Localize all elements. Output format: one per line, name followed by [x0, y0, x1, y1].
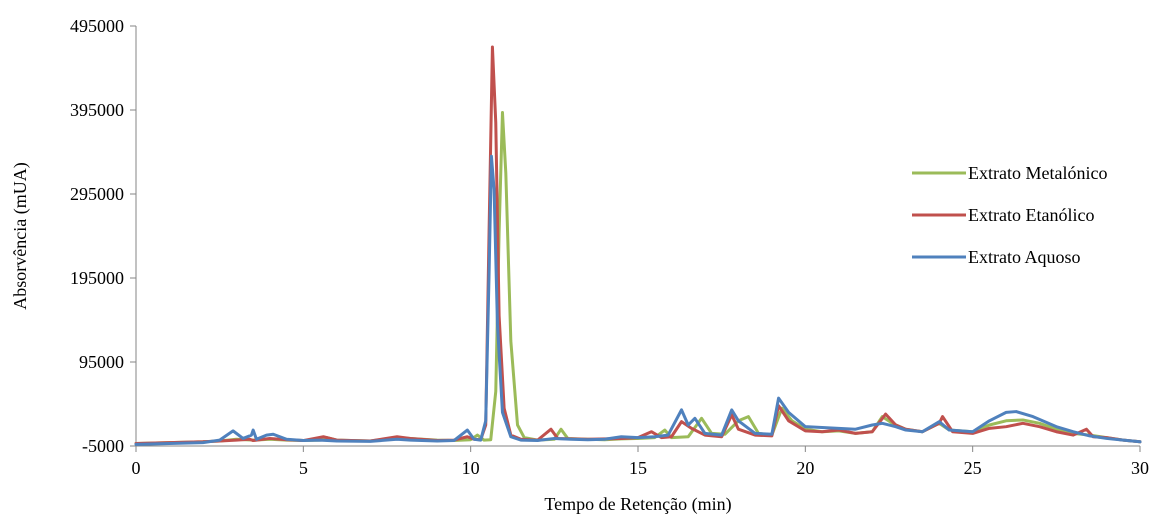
- series-lines: [134, 45, 1142, 446]
- y-tick-label: -5000: [82, 436, 124, 456]
- x-tick-label: 10: [462, 458, 480, 478]
- x-tick-label: 30: [1131, 458, 1149, 478]
- y-tick-label: 395000: [70, 100, 124, 120]
- y-tick-label: 95000: [79, 352, 124, 372]
- y-axis-title: Absorvência (mUA): [10, 162, 31, 309]
- y-tick-label: 295000: [70, 184, 124, 204]
- x-axis-title: Tempo de Retenção (min): [544, 494, 731, 515]
- legend-label: Extrato Metalónico: [968, 163, 1107, 183]
- y-tick-label: 195000: [70, 268, 124, 288]
- x-tick-label: 0: [132, 458, 141, 478]
- legend: Extrato Metalónico Extrato Etanólico Extra…: [912, 163, 1107, 267]
- x-tick-label: 15: [629, 458, 647, 478]
- y-tick-label: 495000: [70, 16, 124, 36]
- series-line-3: [134, 154, 1142, 446]
- legend-label: Extrato Etanólico: [968, 205, 1094, 225]
- x-tick-label: 20: [796, 458, 814, 478]
- legend-label: Extrato Aquoso: [968, 247, 1081, 267]
- series-line-2: [134, 45, 1142, 445]
- x-tick-label: 5: [299, 458, 308, 478]
- axes: -5000 95000 195000 295000 395000 495000 0 5 10 15…: [70, 16, 1149, 478]
- x-tick-label: 25: [964, 458, 982, 478]
